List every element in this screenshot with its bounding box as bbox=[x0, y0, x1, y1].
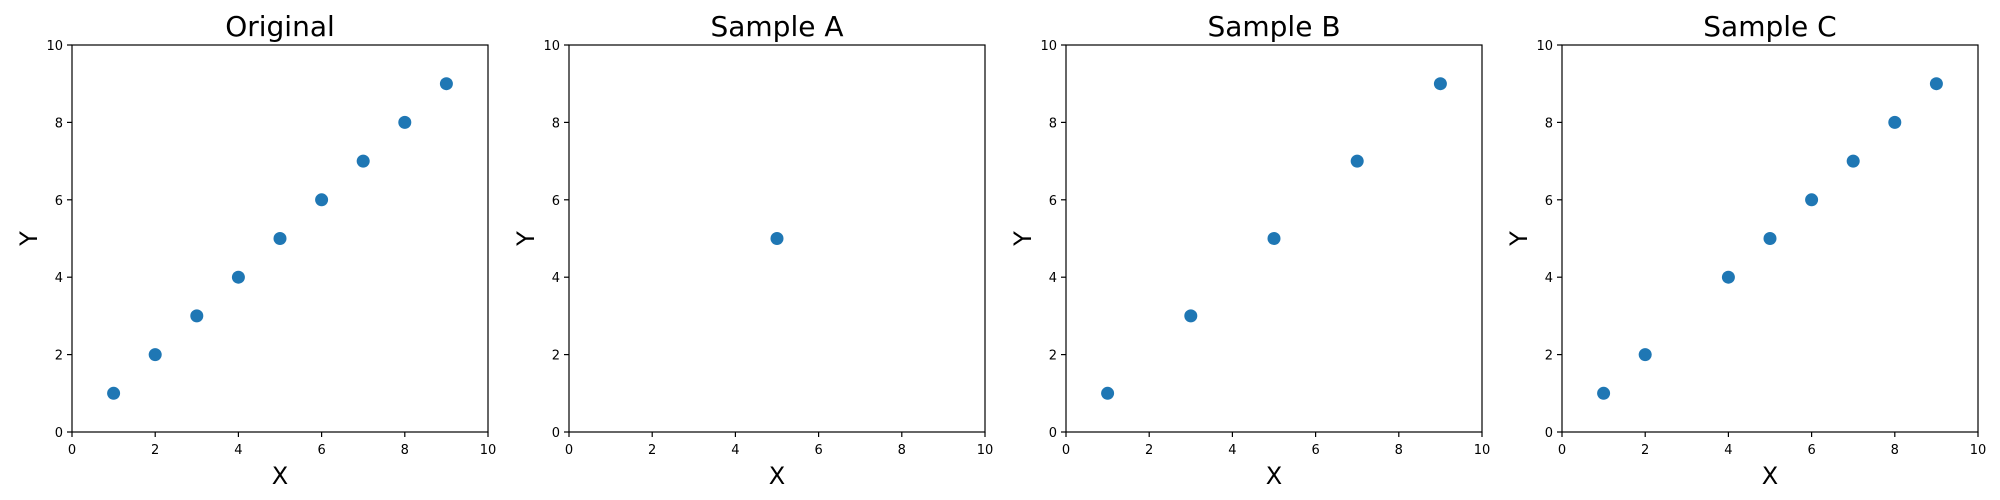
x-tick-label: 2 bbox=[151, 443, 159, 458]
x-tick-label: 6 bbox=[317, 443, 325, 458]
y-tick-label: 8 bbox=[55, 116, 63, 131]
data-point bbox=[1433, 77, 1447, 91]
chart-panel-sample-b: Sample B 0 2 4 6 8 10 0 2 4 6 8 10 X Y bbox=[1009, 10, 1490, 490]
data-point bbox=[1763, 232, 1777, 245]
x-tick-label: 10 bbox=[1474, 443, 1491, 458]
data-point bbox=[1184, 309, 1198, 323]
x-tick-label: 2 bbox=[1145, 443, 1153, 458]
data-point bbox=[1805, 193, 1819, 207]
x-tick-label: 10 bbox=[480, 443, 497, 458]
y-tick-label: 10 bbox=[543, 39, 560, 54]
x-tick-label: 0 bbox=[1558, 443, 1566, 458]
x-axis-label: X bbox=[1762, 462, 1778, 490]
y-axis-label: Y bbox=[1505, 231, 1533, 247]
x-tick-label: 8 bbox=[898, 443, 906, 458]
data-point bbox=[1101, 386, 1115, 400]
y-tick-label: 6 bbox=[552, 194, 560, 209]
y-tick-label: 0 bbox=[1545, 426, 1553, 441]
y-axis-label: Y bbox=[15, 231, 43, 247]
x-tick-label: 4 bbox=[1724, 443, 1732, 458]
x-tick-label: 8 bbox=[1891, 443, 1899, 458]
data-point bbox=[1846, 154, 1860, 168]
y-tick-label: 8 bbox=[1049, 116, 1057, 131]
x-tick-label: 6 bbox=[1311, 443, 1319, 458]
x-tick-label: 4 bbox=[1228, 443, 1236, 458]
chart-title: Sample A bbox=[710, 10, 843, 43]
plot-frame bbox=[1561, 44, 1979, 433]
data-point bbox=[1597, 386, 1611, 400]
y-tick-label: 2 bbox=[1545, 349, 1553, 364]
data-point bbox=[1267, 232, 1281, 245]
y-tick-label: 8 bbox=[1545, 116, 1553, 131]
x-tick-label: 4 bbox=[731, 443, 739, 458]
y-tick-label: 6 bbox=[1049, 194, 1057, 209]
chart-title: Original bbox=[225, 10, 335, 43]
y-tick-label: 4 bbox=[1545, 271, 1553, 286]
x-tick-label: 8 bbox=[401, 443, 409, 458]
data-point bbox=[1888, 115, 1902, 129]
y-tick-label: 4 bbox=[552, 271, 560, 286]
data-point bbox=[1350, 154, 1364, 168]
y-tick-label: 4 bbox=[55, 271, 63, 286]
data-point bbox=[148, 348, 162, 362]
y-tick-label: 0 bbox=[552, 426, 560, 441]
x-tick-label: 6 bbox=[1807, 443, 1815, 458]
data-point bbox=[190, 309, 204, 323]
x-axis-label: X bbox=[769, 462, 785, 490]
y-tick-label: 4 bbox=[1049, 271, 1057, 286]
data-point bbox=[439, 77, 453, 91]
y-tick-label: 8 bbox=[552, 116, 560, 131]
chart-panel-sample-a: Sample A 0 2 4 6 8 10 0 2 4 6 8 10 X Y bbox=[512, 10, 993, 490]
x-tick-label: 2 bbox=[1641, 443, 1649, 458]
chart-panel-original: Original 0 2 4 6 8 10 0 2 4 6 8 10 X Y bbox=[15, 10, 496, 490]
y-tick-label: 2 bbox=[552, 349, 560, 364]
x-tick-label: 2 bbox=[648, 443, 656, 458]
data-point bbox=[356, 154, 370, 168]
y-tick-label: 0 bbox=[55, 426, 63, 441]
x-axis-label: X bbox=[1266, 462, 1282, 490]
y-tick-label: 6 bbox=[55, 194, 63, 209]
x-tick-label: 10 bbox=[977, 443, 994, 458]
y-tick-label: 2 bbox=[1049, 349, 1057, 364]
data-point bbox=[107, 386, 121, 400]
y-tick-label: 10 bbox=[1040, 39, 1057, 54]
chart-panel-sample-c: Sample C 0 2 4 6 8 10 0 2 4 6 8 10 X Y bbox=[1505, 10, 1986, 490]
data-point bbox=[231, 270, 245, 284]
y-tick-label: 10 bbox=[1536, 39, 1553, 54]
data-point bbox=[273, 232, 287, 245]
data-point bbox=[315, 193, 329, 207]
data-point bbox=[1929, 77, 1943, 91]
x-axis-label: X bbox=[272, 462, 288, 490]
data-point bbox=[398, 115, 412, 129]
x-tick-label: 8 bbox=[1395, 443, 1403, 458]
data-point bbox=[1638, 348, 1652, 362]
y-axis-label: Y bbox=[512, 231, 540, 247]
plot-frame bbox=[568, 44, 986, 433]
y-axis-label: Y bbox=[1009, 231, 1037, 247]
plot-frame bbox=[1065, 44, 1483, 433]
x-tick-label: 0 bbox=[1062, 443, 1070, 458]
chart-title: Sample B bbox=[1207, 10, 1340, 43]
x-tick-label: 6 bbox=[814, 443, 822, 458]
x-tick-label: 4 bbox=[234, 443, 242, 458]
x-tick-label: 0 bbox=[565, 443, 573, 458]
y-tick-label: 10 bbox=[46, 39, 63, 54]
y-tick-label: 6 bbox=[1545, 194, 1553, 209]
y-tick-label: 0 bbox=[1049, 426, 1057, 441]
chart-title: Sample C bbox=[1703, 10, 1836, 43]
y-tick-label: 2 bbox=[55, 349, 63, 364]
x-tick-label: 0 bbox=[68, 443, 76, 458]
data-point bbox=[1721, 270, 1735, 284]
x-tick-label: 10 bbox=[1970, 443, 1987, 458]
data-point bbox=[770, 232, 784, 245]
plot-frame bbox=[71, 44, 489, 433]
